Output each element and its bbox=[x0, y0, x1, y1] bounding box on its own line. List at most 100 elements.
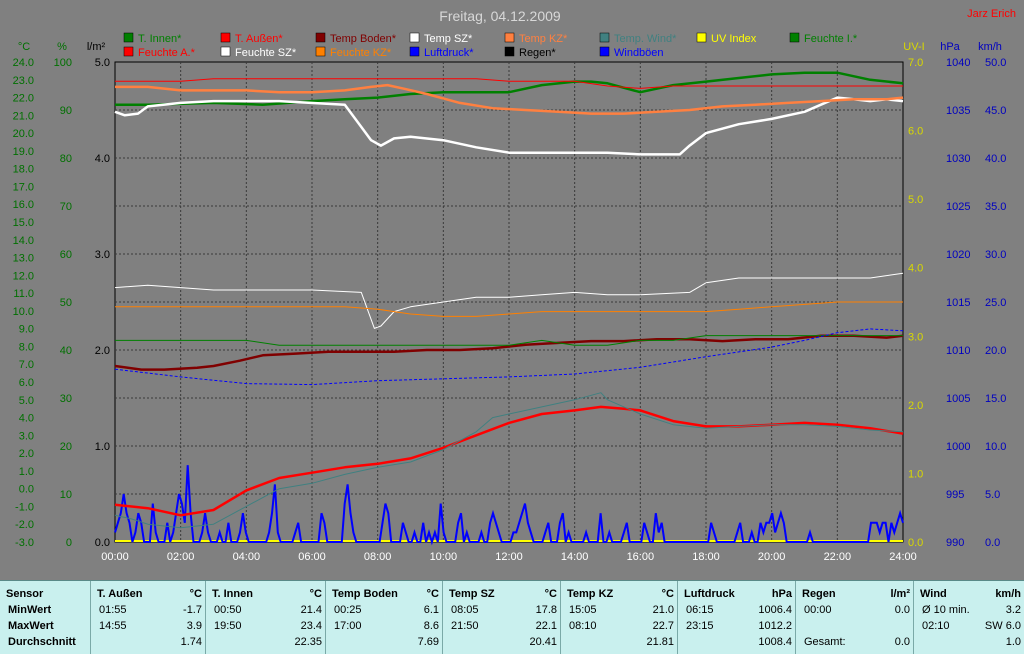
series-line bbox=[115, 301, 903, 317]
legend-swatch bbox=[599, 46, 610, 57]
y-tick-label: 7.0 bbox=[19, 359, 34, 371]
y-tick-label: 4.0 bbox=[19, 413, 34, 425]
y-tick-label: 20 bbox=[60, 441, 72, 453]
y-tick-label: 0.0 bbox=[19, 484, 34, 496]
y-tick-label: 24.0 bbox=[13, 57, 34, 69]
series-line bbox=[114, 392, 904, 529]
table-value: 21.0 bbox=[652, 604, 674, 616]
x-tick-label: 10:00 bbox=[430, 551, 458, 563]
legend-swatch bbox=[789, 32, 800, 43]
y-tick-label: 1005 bbox=[946, 393, 970, 405]
y-tick-label: 40.0 bbox=[985, 153, 1006, 165]
y-tick-label: 70 bbox=[60, 201, 72, 213]
legend-label: Temp SZ* bbox=[424, 33, 473, 45]
table-time: 08:05 bbox=[451, 604, 479, 616]
series-line bbox=[114, 96, 904, 156]
y-tick-label: 10.0 bbox=[13, 306, 34, 318]
series-lines bbox=[114, 71, 904, 546]
y-tick-label: 8.0 bbox=[19, 341, 34, 353]
legend-label: Feuchte I.* bbox=[804, 33, 858, 45]
legend-swatch bbox=[504, 46, 515, 57]
y-tick-label: 21.0 bbox=[13, 110, 34, 122]
legend-swatch bbox=[409, 46, 420, 57]
y-tick-label: 2.0 bbox=[19, 448, 34, 460]
y-tick-label: 1.0 bbox=[95, 441, 110, 453]
y-tick-label: 6.0 bbox=[19, 377, 34, 389]
legend-swatch bbox=[315, 46, 326, 57]
y-tick-label: 1035 bbox=[946, 105, 970, 117]
table-value: 1.74 bbox=[180, 636, 202, 648]
table-value: 20.41 bbox=[529, 636, 557, 648]
y-tick-label: 0 bbox=[66, 537, 72, 549]
y-tick-label: 1.0 bbox=[908, 468, 923, 480]
table-unit: km/h bbox=[995, 588, 1021, 600]
y-axis-unit: km/h bbox=[978, 41, 1002, 53]
series-line bbox=[114, 272, 904, 329]
legend-swatch bbox=[123, 46, 134, 57]
y-tick-label: 15.0 bbox=[985, 393, 1006, 405]
y-tick-label: 16.0 bbox=[13, 199, 34, 211]
table-time: 19:50 bbox=[214, 620, 242, 632]
y-tick-label: -3.0 bbox=[15, 537, 34, 549]
table-header: Temp SZ bbox=[449, 588, 495, 600]
y-tick-label: 0.0 bbox=[95, 537, 110, 549]
x-tick-label: 02:00 bbox=[167, 551, 195, 563]
legend-label: Windböen bbox=[614, 47, 664, 59]
y-tick-label: 17.0 bbox=[13, 181, 34, 193]
y-tick-label: 18.0 bbox=[13, 164, 34, 176]
y-tick-label: 1030 bbox=[946, 153, 970, 165]
y-tick-label: 20.0 bbox=[985, 345, 1006, 357]
legend-label: Luftdruck* bbox=[424, 47, 474, 59]
table-value: 7.69 bbox=[417, 636, 439, 648]
y-tick-label: 20.0 bbox=[13, 128, 34, 140]
x-tick-label: 04:00 bbox=[233, 551, 261, 563]
table-time: 08:10 bbox=[569, 620, 597, 632]
y-tick-label: 10.0 bbox=[985, 441, 1006, 453]
legend-label: UV Index bbox=[711, 33, 757, 45]
legend-label: Regen* bbox=[519, 47, 556, 59]
y-tick-label: 5.0 bbox=[985, 489, 1000, 501]
y-tick-label: 1040 bbox=[946, 57, 970, 69]
legend-swatch bbox=[409, 32, 420, 43]
y-tick-label: 9.0 bbox=[19, 324, 34, 336]
y-axis-unit: l/m² bbox=[87, 41, 106, 53]
x-tick-label: 00:00 bbox=[101, 551, 129, 563]
table-value: 8.6 bbox=[423, 620, 439, 632]
y-tick-label: 7.0 bbox=[908, 57, 923, 69]
y-tick-label: -1.0 bbox=[15, 501, 34, 513]
y-tick-label: 12.0 bbox=[13, 270, 34, 282]
y-axis-unit: UV-I bbox=[903, 41, 924, 53]
table-value: 21.4 bbox=[300, 604, 322, 616]
x-tick-label: 08:00 bbox=[364, 551, 392, 563]
y-tick-label: 1020 bbox=[946, 249, 970, 261]
table-time: 01:55 bbox=[99, 604, 127, 616]
table-row-label: Durchschnitt bbox=[8, 636, 76, 648]
series-windboen bbox=[114, 465, 904, 546]
series-line bbox=[115, 83, 904, 115]
y-tick-label: 1015 bbox=[946, 297, 970, 309]
legend-swatch bbox=[220, 46, 231, 57]
y-tick-label: -2.0 bbox=[15, 519, 34, 531]
legend-swatch bbox=[696, 32, 707, 43]
y-tick-label: 100 bbox=[54, 57, 72, 69]
y-tick-label: 6.0 bbox=[908, 126, 923, 138]
y-axis-unit: hPa bbox=[940, 41, 960, 53]
table-unit: °C bbox=[189, 588, 202, 600]
y-tick-label: 50 bbox=[60, 297, 72, 309]
statistics-table: Sensor MinWert MaxWert Durchschnitt T. Außen… bbox=[0, 580, 1024, 654]
table-time: 00:25 bbox=[334, 604, 362, 616]
y-tick-label: 11.0 bbox=[13, 288, 34, 300]
table-header: Temp Boden bbox=[332, 588, 398, 600]
table-unit: °C bbox=[544, 588, 557, 600]
table-time: 17:00 bbox=[334, 620, 362, 632]
legend-label: Temp Boden* bbox=[330, 33, 397, 45]
series-line bbox=[114, 334, 904, 371]
table-time: Gesamt: bbox=[804, 636, 846, 648]
table-row-label: MaxWert bbox=[8, 620, 54, 632]
table-time: 14:55 bbox=[99, 620, 127, 632]
table-value: 0.0 bbox=[894, 604, 910, 616]
x-tick-label: 24:00 bbox=[889, 551, 917, 563]
legend-swatch bbox=[599, 32, 610, 43]
y-tick-label: 80 bbox=[60, 153, 72, 165]
y-tick-label: 1025 bbox=[946, 201, 970, 213]
